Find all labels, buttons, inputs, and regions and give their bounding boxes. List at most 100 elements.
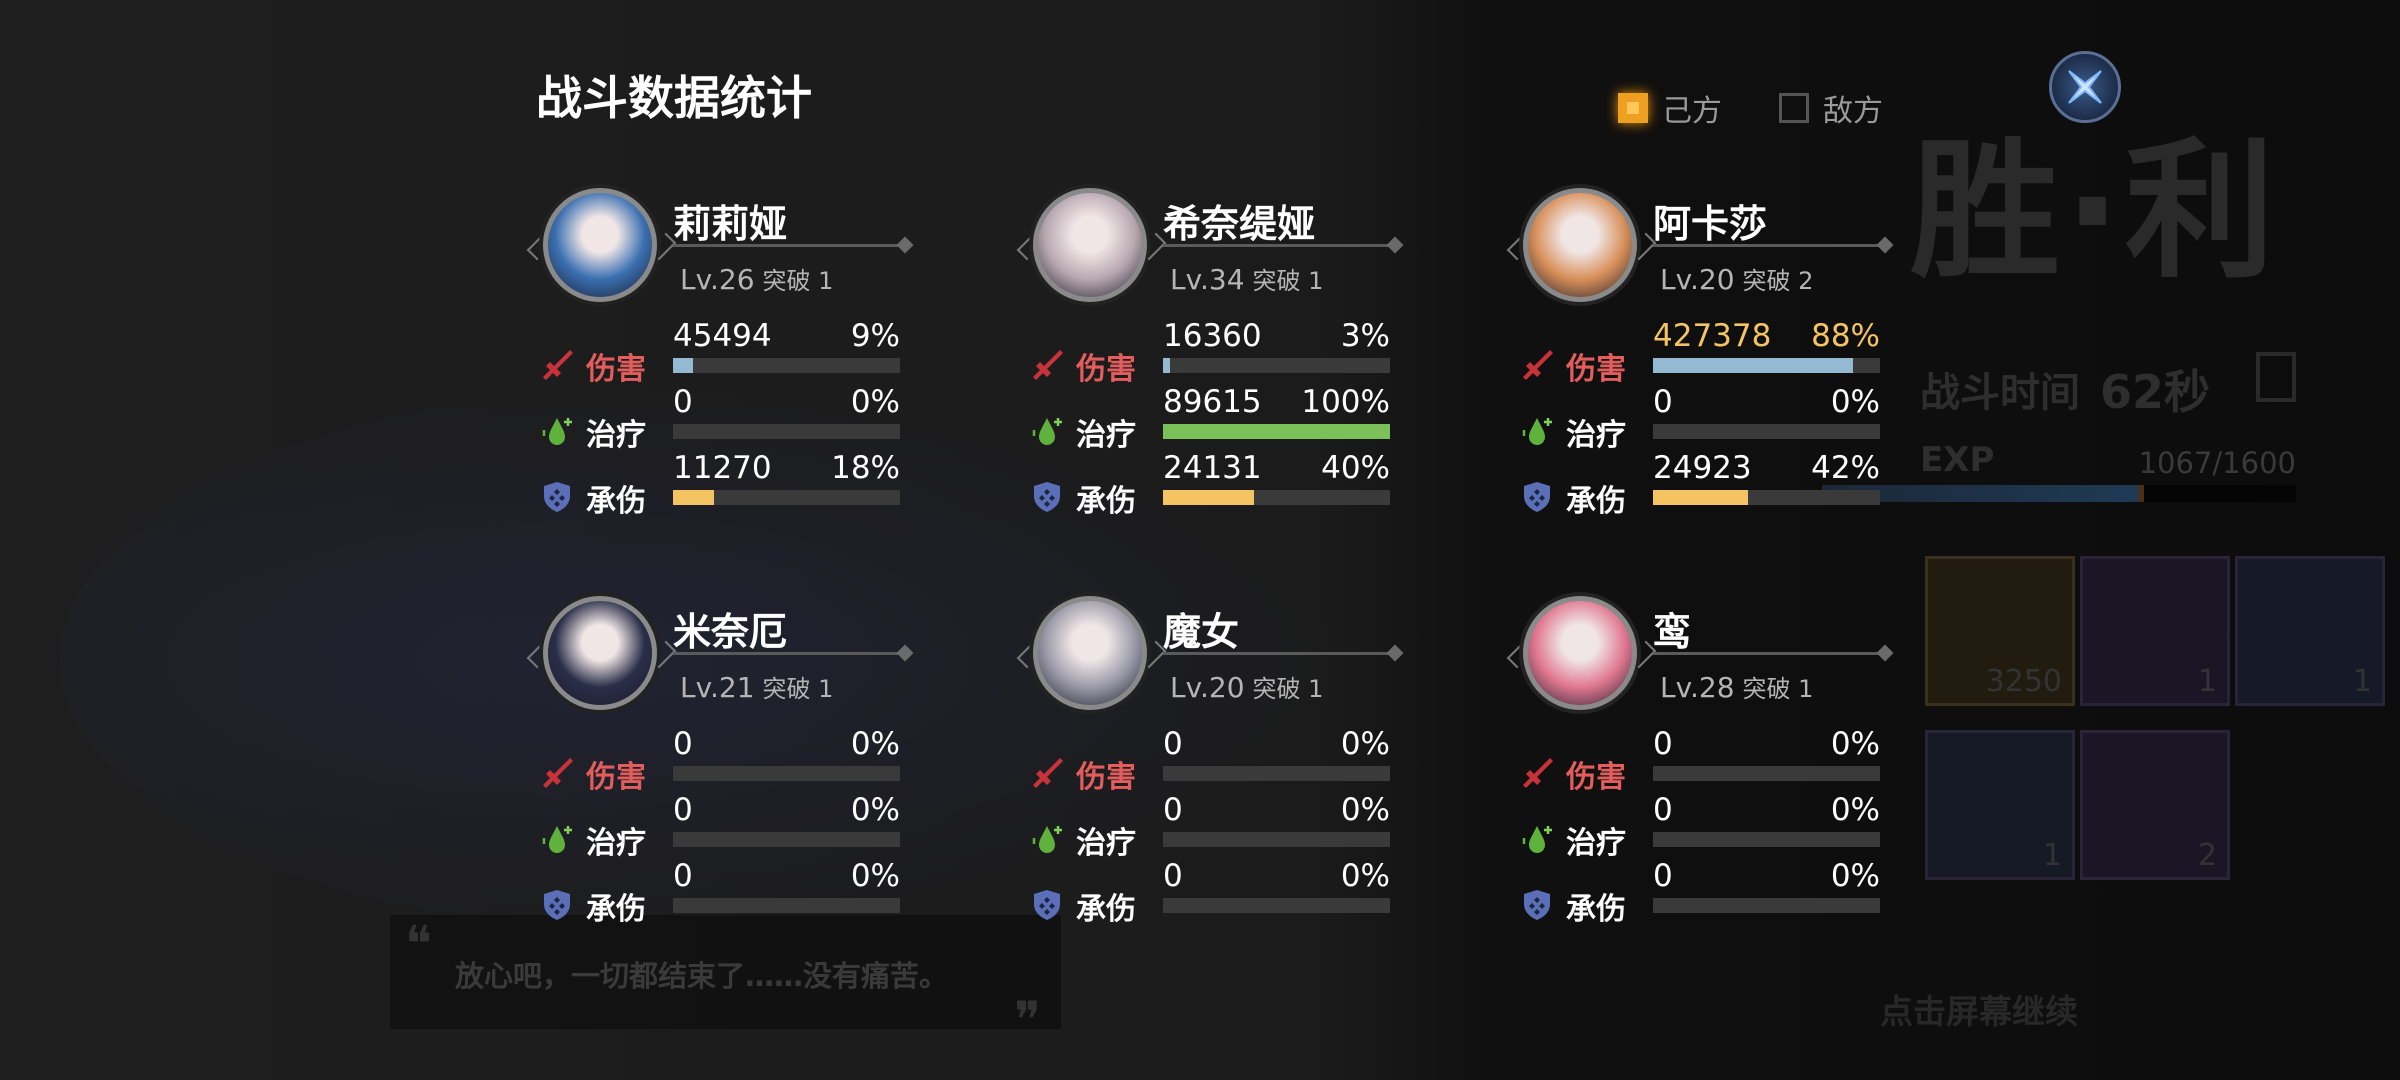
sword-icon <box>1520 756 1554 790</box>
droplet-icon <box>1030 822 1064 856</box>
stat-row-damage: 伤害 16360 3% <box>1030 318 1410 387</box>
stat-label-heal: 治疗 <box>1076 418 1136 453</box>
enemy-side-label: 敌方 <box>1823 94 1883 129</box>
battle-time-label: 战斗时间 <box>1920 370 2080 416</box>
own-side-toggle[interactable]: 己方 <box>1618 86 1722 130</box>
stat-bar-heal <box>1653 424 1880 439</box>
stat-row-heal: 治疗 0 0% <box>1520 792 1900 861</box>
own-side-label: 己方 <box>1662 94 1722 129</box>
character-card: 阿卡莎 Lv.20 突破 2 伤害 427378 88% 治疗 0 0% 承伤 2… <box>1506 185 1900 545</box>
stat-percent-tank: 0% <box>1340 858 1390 894</box>
stat-bar-damage <box>673 766 900 781</box>
stat-bar-tank <box>1653 490 1880 505</box>
stat-label-tank: 承伤 <box>1076 892 1136 927</box>
character-level: Lv.20 <box>1170 671 1245 704</box>
stat-percent-damage: 3% <box>1340 318 1390 354</box>
droplet-icon <box>1520 822 1554 856</box>
stat-percent-heal: 0% <box>850 792 900 828</box>
character-level: Lv.21 <box>680 671 755 704</box>
enemy-side-checkbox[interactable] <box>1779 93 1809 123</box>
continue-hint[interactable]: 点击屏幕继续 <box>1880 992 2078 1031</box>
exp-bar <box>1822 485 2296 502</box>
stat-bar-damage <box>1653 766 1880 781</box>
stat-percent-damage: 0% <box>1340 726 1390 762</box>
stat-value-tank: 24131 <box>1163 450 1262 486</box>
sword-icon <box>1030 348 1064 382</box>
stat-value-damage: 0 <box>1163 726 1183 762</box>
stat-bar-fill <box>1163 490 1254 505</box>
character-avatar[interactable] <box>1033 596 1147 710</box>
own-side-checkbox[interactable] <box>1618 93 1648 123</box>
stat-bar-damage <box>1653 358 1880 373</box>
stat-percent-tank: 0% <box>850 858 900 894</box>
reward-item[interactable]: 1 <box>2080 556 2230 706</box>
stat-bar-heal <box>1163 424 1390 439</box>
stat-label-tank: 承伤 <box>586 892 646 927</box>
exp-value: 1067/1600 <box>2138 446 2296 480</box>
character-level-line: Lv.26 突破 1 <box>680 261 833 296</box>
character-card: 莉莉娅 Lv.26 突破 1 伤害 45494 9% 治疗 0 0% 承伤 112… <box>526 185 920 545</box>
droplet-icon <box>1520 414 1554 448</box>
stat-percent-tank: 0% <box>1830 858 1880 894</box>
stat-row-damage: 伤害 0 0% <box>540 726 920 795</box>
character-breakthrough: 突破 1 <box>1742 675 1814 703</box>
reward-item[interactable]: 2 <box>2080 730 2230 880</box>
open-quote-icon: ❝ <box>405 915 432 973</box>
name-divider <box>673 244 903 247</box>
reward-item[interactable]: 3250 <box>1925 556 2075 706</box>
character-breakthrough: 突破 1 <box>1252 675 1324 703</box>
item-count: 3250 <box>1985 664 2062 699</box>
reward-item[interactable]: 1 <box>2235 556 2385 706</box>
character-avatar[interactable] <box>1523 188 1637 302</box>
exp-label: EXP <box>1920 440 1995 480</box>
victory-title: 胜·利 <box>1910 125 2279 299</box>
stat-row-damage: 伤害 0 0% <box>1030 726 1410 795</box>
stat-label-damage: 伤害 <box>586 352 646 387</box>
stat-bar-fill <box>1163 358 1170 373</box>
shield-icon <box>1520 888 1554 922</box>
character-breakthrough: 突破 2 <box>1742 267 1814 295</box>
character-avatar[interactable] <box>543 596 657 710</box>
stat-label-damage: 伤害 <box>586 760 646 795</box>
book-icon <box>2256 352 2296 402</box>
stat-bar-fill <box>673 358 694 373</box>
stat-value-damage: 427378 <box>1653 318 1772 354</box>
quote-text: 放心吧，一切都结束了……没有痛苦。 <box>455 959 949 993</box>
character-card: 魔女 Lv.20 突破 1 伤害 0 0% 治疗 0 0% 承伤 0 0% <box>1016 593 1410 953</box>
stat-row-damage: 伤害 427378 88% <box>1520 318 1900 387</box>
stat-row-damage: 伤害 0 0% <box>1520 726 1900 795</box>
stat-value-heal: 0 <box>673 792 693 828</box>
shield-icon <box>1030 480 1064 514</box>
stat-value-tank: 24923 <box>1653 450 1752 486</box>
character-level-line: Lv.20 突破 1 <box>1170 669 1323 704</box>
stat-bar-tank <box>1163 490 1390 505</box>
character-avatar[interactable] <box>1523 596 1637 710</box>
stat-label-damage: 伤害 <box>1566 352 1626 387</box>
shield-icon <box>540 888 574 922</box>
stat-percent-tank: 42% <box>1811 450 1880 486</box>
stat-value-tank: 0 <box>673 858 693 894</box>
stat-row-tank: 承伤 11270 18% <box>540 450 920 519</box>
shield-icon <box>540 480 574 514</box>
stat-label-heal: 治疗 <box>1566 826 1626 861</box>
reward-item[interactable]: 1 <box>1925 730 2075 880</box>
stat-label-tank: 承伤 <box>1566 484 1626 519</box>
stat-value-damage: 45494 <box>673 318 772 354</box>
stat-percent-tank: 18% <box>831 450 900 486</box>
stat-row-tank: 承伤 0 0% <box>1030 858 1410 927</box>
enemy-side-toggle[interactable]: 敌方 <box>1779 86 1883 130</box>
stat-label-heal: 治疗 <box>586 418 646 453</box>
sword-icon <box>540 348 574 382</box>
character-name: 希奈缇娅 <box>1163 202 1316 246</box>
stat-row-heal: 治疗 0 0% <box>540 792 920 861</box>
stat-label-tank: 承伤 <box>1076 484 1136 519</box>
stat-percent-heal: 0% <box>1830 792 1880 828</box>
close-button[interactable] <box>2049 51 2121 123</box>
character-level: Lv.20 <box>1660 263 1735 296</box>
name-divider <box>1653 652 1883 655</box>
character-avatar[interactable] <box>1033 188 1147 302</box>
stat-value-heal: 0 <box>1163 792 1183 828</box>
character-avatar[interactable] <box>543 188 657 302</box>
name-divider <box>673 652 903 655</box>
droplet-icon <box>540 822 574 856</box>
